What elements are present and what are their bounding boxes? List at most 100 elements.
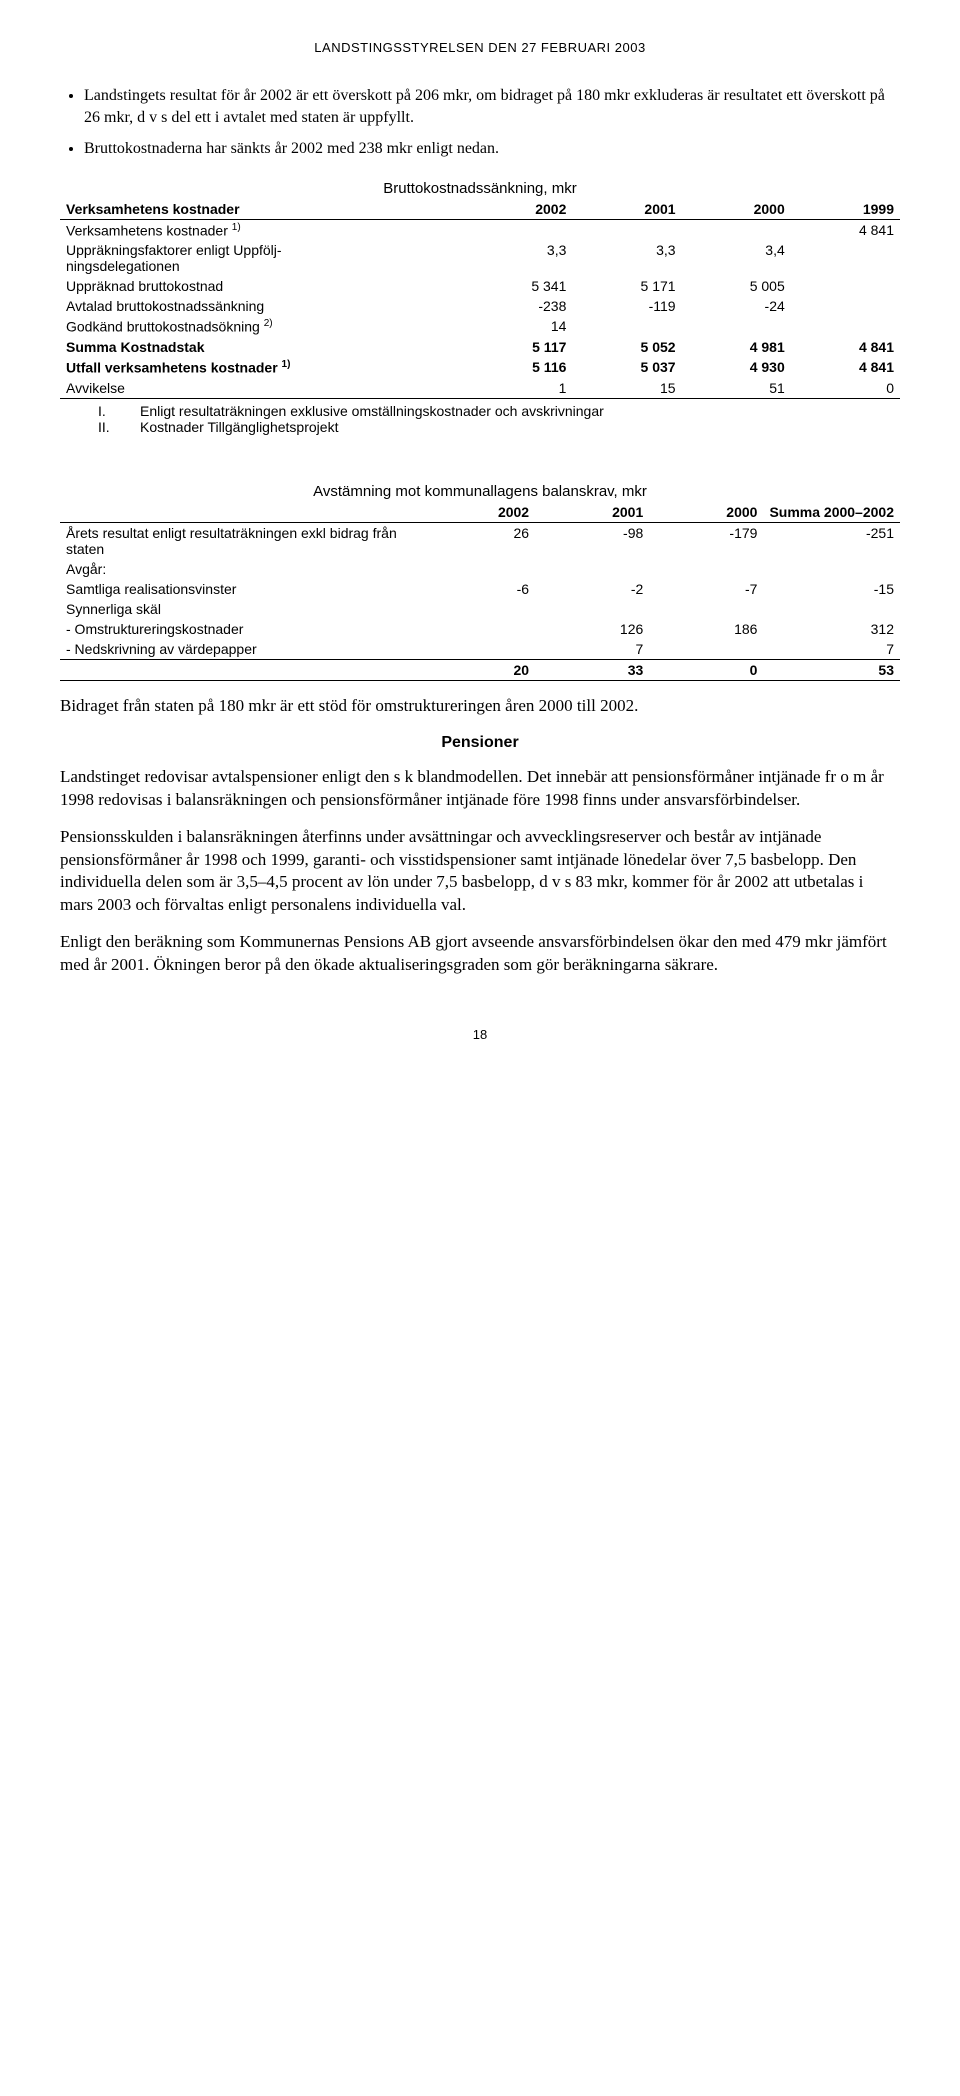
bullet-list: Landstingets resultat för år 2002 är ett… [60,85,900,160]
bullet-item: Bruttokostnaderna har sänkts år 2002 med… [84,138,900,160]
td-label: Verksamhetens kostnader 1) [60,219,463,240]
td [682,316,791,337]
table-bruttokostnad: Verksamhetens kostnader 2002 2001 2000 1… [60,199,900,399]
td [791,276,900,296]
td: 5 005 [682,276,791,296]
td: 4 981 [682,337,791,357]
td-label: Samtliga realisationsvinster [60,579,421,599]
td: 4 930 [682,357,791,378]
td [572,316,681,337]
td-label: - Omstruktureringskostnader [60,619,421,639]
paragraph: Pensionsskulden i balansräkningen återfi… [60,826,900,918]
th: 2001 [572,199,681,220]
td: 3,4 [682,240,791,276]
td: 126 [535,619,649,639]
td: 5 341 [463,276,572,296]
th: 2002 [421,502,535,523]
td: -119 [572,296,681,316]
page-header: LANDSTINGSSTYRELSEN DEN 27 FEBRUARI 2003 [60,40,900,55]
td [421,559,535,579]
table-row: Årets resultat enligt resultaträkningen … [60,522,900,559]
td [791,296,900,316]
td: 26 [421,522,535,559]
td: -238 [463,296,572,316]
table-row: - Omstruktureringskostnader 126 186 312 [60,619,900,639]
td-label: Avgår: [60,559,421,579]
table-row: Godkänd bruttokostnadsökning 2) 14 [60,316,900,337]
table-row: Utfall verksamhetens kostnader 1) 5 116 … [60,357,900,378]
td: 7 [763,639,900,660]
table2-caption: Avstämning mot kommunallagens balanskrav… [60,483,900,500]
td: 312 [763,619,900,639]
table-row: 20 33 0 53 [60,659,900,680]
td-label: - Nedskrivning av värdepapper [60,639,421,660]
th: Summa 2000–2002 [763,502,900,523]
td: 5 052 [572,337,681,357]
td: -6 [421,579,535,599]
td-label [60,659,421,680]
table-row: Avvikelse 1 15 51 0 [60,378,900,399]
td: 4 841 [791,357,900,378]
td: 33 [535,659,649,680]
bullet-item: Landstingets resultat för år 2002 är ett… [84,85,900,128]
paragraph: Landstinget redovisar avtalspensioner en… [60,766,900,812]
td-label: Uppräknad bruttokostnad [60,276,463,296]
td: 5 171 [572,276,681,296]
td-label: Synnerliga skäl [60,599,421,619]
th: 1999 [791,199,900,220]
td [572,219,681,240]
td: 4 841 [791,219,900,240]
td [421,619,535,639]
table-row: Synnerliga skäl [60,599,900,619]
td: 186 [649,619,763,639]
table-row: Avtalad bruttokostnadssänkning -238 -119… [60,296,900,316]
td: 5 116 [463,357,572,378]
td: 3,3 [463,240,572,276]
td: 3,3 [572,240,681,276]
td-label: Utfall verksamhetens kostnader 1) [60,357,463,378]
td [791,316,900,337]
td-label: Godkänd bruttokostnadsökning 2) [60,316,463,337]
td: 5 117 [463,337,572,357]
table-balanskrav: 2002 2001 2000 Summa 2000–2002 Årets res… [60,502,900,681]
th: Verksamhetens kostnader [60,199,463,220]
td: -98 [535,522,649,559]
td: 0 [649,659,763,680]
td [463,219,572,240]
td: 5 037 [572,357,681,378]
table-row: Uppräknad bruttokostnad 5 341 5 171 5 00… [60,276,900,296]
td: -24 [682,296,791,316]
td-label: Summa Kostnadstak [60,337,463,357]
th: 2000 [649,502,763,523]
td: 7 [535,639,649,660]
table-row: Verksamhetens kostnader 1) 4 841 [60,219,900,240]
table-row: Avgår: [60,559,900,579]
td: -7 [649,579,763,599]
td [682,219,791,240]
td: -15 [763,579,900,599]
table-row: - Nedskrivning av värdepapper 7 7 [60,639,900,660]
table1-footnotes: I.Enligt resultaträkningen exklusive oms… [60,403,900,435]
td-label: Avvikelse [60,378,463,399]
td [649,639,763,660]
td: -251 [763,522,900,559]
td-label: Uppräkningsfaktorer enligt Uppfölj- ning… [60,240,463,276]
table-header-row: 2002 2001 2000 Summa 2000–2002 [60,502,900,523]
th: 2001 [535,502,649,523]
td: 4 841 [791,337,900,357]
td: 20 [421,659,535,680]
table-row: Uppräkningsfaktorer enligt Uppfölj- ning… [60,240,900,276]
paragraph: Enligt den beräkning som Kommunernas Pen… [60,931,900,977]
heading-pensioner: Pensioner [60,734,900,752]
td: -2 [535,579,649,599]
th [60,502,421,523]
td-label: Avtalad bruttokostnadssänkning [60,296,463,316]
td: 0 [791,378,900,399]
table1-caption: Bruttokostnadssänkning, mkr [60,180,900,197]
td [791,240,900,276]
page-number: 18 [60,1027,900,1042]
td: -179 [649,522,763,559]
th: 2002 [463,199,572,220]
td: 51 [682,378,791,399]
paragraph: Bidraget från staten på 180 mkr är ett s… [60,695,900,718]
